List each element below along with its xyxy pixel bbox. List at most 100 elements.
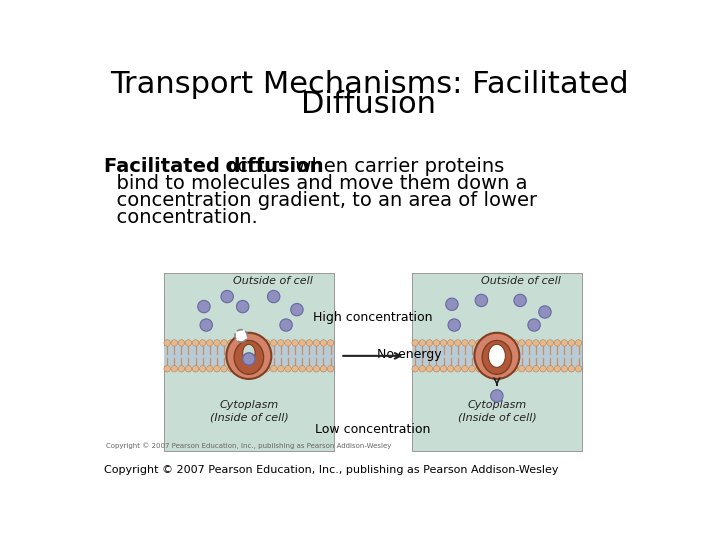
Circle shape (243, 353, 255, 365)
Circle shape (469, 340, 475, 346)
Circle shape (256, 366, 263, 372)
Circle shape (526, 340, 532, 346)
Circle shape (264, 366, 270, 372)
Text: concentration.: concentration. (104, 208, 258, 227)
Text: High concentration: High concentration (313, 311, 433, 324)
Text: Diffusion: Diffusion (302, 90, 436, 119)
Circle shape (171, 340, 178, 346)
Circle shape (242, 366, 248, 372)
Circle shape (568, 340, 575, 346)
Circle shape (575, 366, 582, 372)
Circle shape (192, 340, 199, 346)
Circle shape (490, 340, 497, 346)
Text: Cytoplasm
(Inside of cell): Cytoplasm (Inside of cell) (457, 401, 536, 422)
Circle shape (469, 366, 475, 372)
FancyBboxPatch shape (412, 346, 582, 366)
Circle shape (236, 300, 249, 313)
Circle shape (504, 366, 510, 372)
Circle shape (164, 340, 171, 346)
Circle shape (528, 319, 540, 331)
Circle shape (475, 294, 487, 307)
Circle shape (320, 366, 327, 372)
Circle shape (490, 366, 497, 372)
Circle shape (228, 340, 235, 346)
Circle shape (490, 390, 503, 402)
FancyBboxPatch shape (412, 273, 582, 451)
Circle shape (514, 294, 526, 307)
Circle shape (454, 340, 461, 346)
Ellipse shape (243, 345, 255, 361)
Circle shape (192, 366, 199, 372)
Circle shape (214, 366, 220, 372)
Circle shape (320, 340, 327, 346)
Circle shape (476, 366, 482, 372)
Circle shape (214, 340, 220, 346)
FancyBboxPatch shape (163, 346, 334, 366)
Circle shape (483, 366, 490, 372)
Text: Transport Mechanisms: Facilitated: Transport Mechanisms: Facilitated (109, 70, 629, 99)
Circle shape (476, 340, 482, 346)
Circle shape (284, 366, 291, 372)
Circle shape (199, 340, 206, 346)
Circle shape (498, 366, 504, 372)
Circle shape (539, 306, 551, 318)
Circle shape (462, 340, 468, 346)
Ellipse shape (488, 345, 505, 367)
Circle shape (198, 300, 210, 313)
Circle shape (518, 340, 525, 346)
Circle shape (185, 340, 192, 346)
Circle shape (533, 366, 539, 372)
Circle shape (561, 340, 567, 346)
Circle shape (207, 366, 213, 372)
Ellipse shape (234, 340, 264, 374)
Circle shape (235, 340, 241, 346)
Circle shape (526, 366, 532, 372)
Circle shape (547, 340, 554, 346)
Circle shape (228, 366, 235, 372)
Circle shape (498, 340, 504, 346)
Circle shape (284, 340, 291, 346)
Circle shape (299, 366, 305, 372)
Circle shape (242, 340, 248, 346)
Circle shape (540, 340, 546, 346)
Text: Cytoplasm
(Inside of cell): Cytoplasm (Inside of cell) (210, 401, 288, 422)
Circle shape (511, 366, 518, 372)
Circle shape (412, 340, 418, 346)
Text: bind to molecules and move them down a: bind to molecules and move them down a (104, 174, 528, 193)
Circle shape (185, 366, 192, 372)
Text: concentration gradient, to an area of lower: concentration gradient, to an area of lo… (104, 191, 537, 210)
Circle shape (504, 340, 510, 346)
FancyBboxPatch shape (163, 273, 334, 451)
Circle shape (256, 340, 263, 346)
Circle shape (306, 340, 312, 346)
Circle shape (533, 340, 539, 346)
Circle shape (448, 319, 461, 331)
Circle shape (328, 366, 334, 372)
Circle shape (164, 366, 171, 372)
Circle shape (419, 366, 426, 372)
Circle shape (426, 340, 433, 346)
Text: Low concentration: Low concentration (315, 423, 431, 436)
Circle shape (306, 366, 312, 372)
Text: Facilitated diffusion: Facilitated diffusion (104, 157, 323, 176)
Text: Outside of cell: Outside of cell (233, 276, 313, 286)
Circle shape (454, 366, 461, 372)
Circle shape (278, 366, 284, 372)
Circle shape (291, 303, 303, 316)
Circle shape (441, 366, 447, 372)
Circle shape (221, 291, 233, 303)
Circle shape (441, 340, 447, 346)
Circle shape (171, 366, 178, 372)
Circle shape (518, 366, 525, 372)
Circle shape (235, 366, 241, 372)
Circle shape (313, 340, 320, 346)
Circle shape (271, 340, 277, 346)
Circle shape (278, 340, 284, 346)
Ellipse shape (226, 333, 271, 379)
Circle shape (199, 366, 206, 372)
Circle shape (433, 340, 440, 346)
Circle shape (433, 366, 440, 372)
Circle shape (221, 340, 228, 346)
Circle shape (447, 340, 454, 346)
Text: No energy: No energy (377, 348, 441, 361)
